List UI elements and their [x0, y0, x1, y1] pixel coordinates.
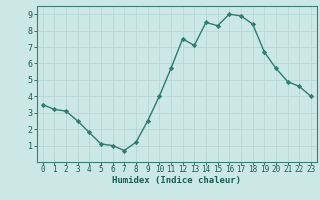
X-axis label: Humidex (Indice chaleur): Humidex (Indice chaleur) — [112, 176, 241, 185]
